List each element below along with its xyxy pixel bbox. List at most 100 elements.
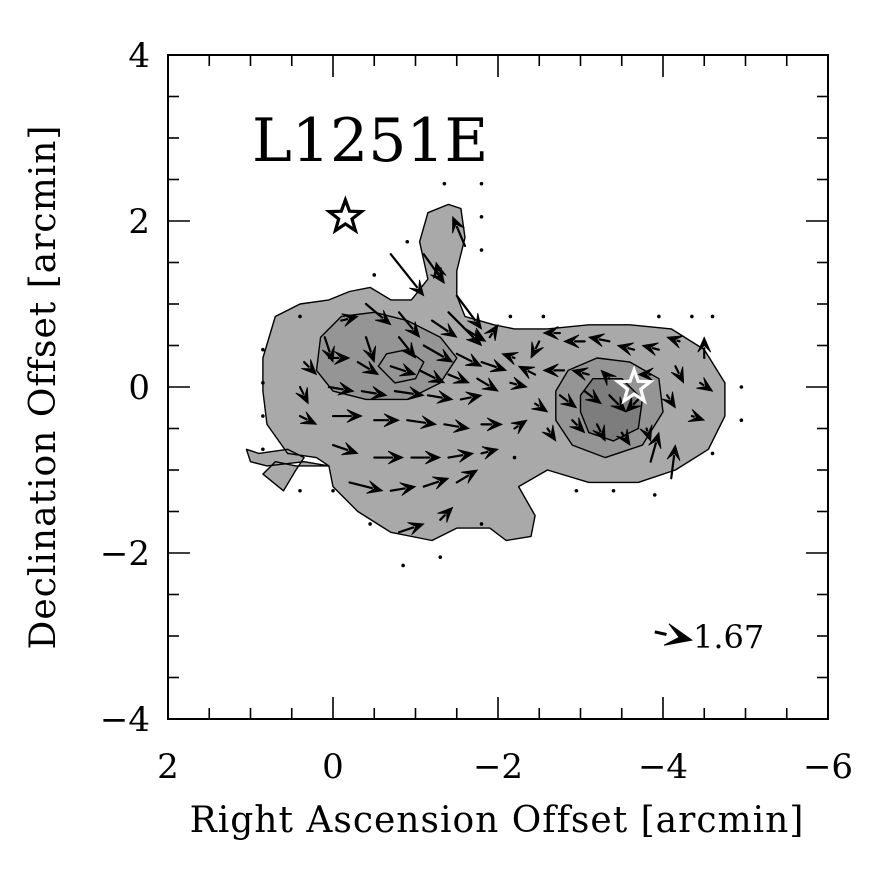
y-tick-label: 4 [128,36,150,76]
polarization-vector [455,294,483,330]
polarization-vector [583,389,602,405]
polarization-vector [476,377,499,392]
vector-layer [295,215,714,536]
polarization-vector [501,352,519,366]
measurement-dot [261,414,265,418]
measurement-dot [611,488,616,493]
y-axis-label: Declination Offset [arcmin] [23,125,64,650]
polarization-vector [616,342,636,356]
polarization-vector [437,506,454,523]
chart-title: L1251E [252,106,488,176]
polarization-vector [637,367,654,382]
polarization-vector [406,415,438,430]
measurement-dot [710,451,715,456]
measurement-dot [298,488,302,493]
y-tick-label: 0 [128,368,150,408]
polarization-vector [373,413,401,428]
polarization-vector [562,334,586,349]
x-tick-label: −2 [473,747,523,787]
measurement-dot [479,181,484,186]
polarization-vector [373,450,405,465]
polarization-vector [670,365,685,384]
x-axis-label: Right Ascension Offset [arcmin] [190,800,805,841]
polarization-vector [331,409,363,423]
polarization-vector [480,359,508,373]
measurement-dot [405,239,410,244]
polarization-vector [443,419,471,433]
measurement-dot [298,314,302,319]
x-tick-label: 0 [322,747,344,787]
polarization-vector [639,424,653,442]
measurement-dot [652,493,657,497]
polarization-vector [422,476,450,490]
polarization-vector [360,386,388,400]
polarization-vector [455,469,479,484]
polarization-vector [569,417,586,434]
polarization-vector [641,342,660,356]
polarization-vector [697,336,712,360]
polarization-vector [558,393,578,409]
measurement-dot [331,488,335,493]
polarization-vector [541,424,557,442]
polarization-vector [327,351,351,365]
polarization-vector [463,327,487,342]
polarization-vector [625,396,642,413]
star-layer [324,195,655,405]
scale-vector-arrow [654,623,694,646]
measurement-dot [261,447,265,452]
polarization-vector [587,333,611,347]
polarization-vector [327,381,355,396]
polarization-vector [447,449,475,463]
polarization-vector [484,323,499,341]
measurement-dot [442,181,447,186]
polarization-vector [455,352,483,367]
measurement-dot [690,314,694,319]
polarization-vector [389,253,425,297]
measurement-dot [479,522,484,526]
polarization-vector [666,444,681,480]
polarization-vector [331,442,359,456]
polarization-vector [571,367,590,381]
polarization-vector [301,359,318,376]
y-tick-label: −4 [100,700,150,740]
polarization-vector [509,376,528,391]
polarization-vector [340,313,359,327]
polarization-vector [510,419,528,435]
polarization-vector [295,385,309,405]
polarization-vector [389,363,417,377]
polarization-vector [363,336,377,364]
polarization-vector [687,408,706,422]
polarization-vector [480,446,499,460]
polarization-vector [348,480,384,494]
polarization-vector [422,344,454,363]
polarization-vector [418,369,446,384]
star-black-icon [324,195,366,235]
scale-vector-label: 1.67 [693,618,764,656]
measurement-dot [574,488,579,493]
polarization-vector [459,391,483,405]
y-tick-label: −2 [100,534,150,574]
polarization-vector [542,363,566,378]
measurement-dot [710,314,715,319]
x-tick-label: −4 [638,747,688,787]
polarization-vector [447,370,471,384]
x-tick-label: −6 [803,747,853,787]
measurement-dot [479,248,484,252]
scale-vector-group: 1.67 [654,618,764,656]
polarization-vector [410,450,442,465]
polarization-vector [542,326,561,340]
measurement-dot [508,314,513,319]
polarization-vector [648,431,662,463]
measurement-dot [261,347,265,352]
x-tick-label: 2 [157,747,179,787]
polarization-vector [661,391,676,409]
polarization-vector [616,428,631,446]
measurement-dot [438,555,443,559]
polarization-vector [364,302,392,326]
polarization-vector [393,386,425,400]
polarization-vector [397,522,425,536]
measurement-dot [372,273,377,277]
measurement-dot [739,418,744,423]
measurement-dot [368,522,372,526]
